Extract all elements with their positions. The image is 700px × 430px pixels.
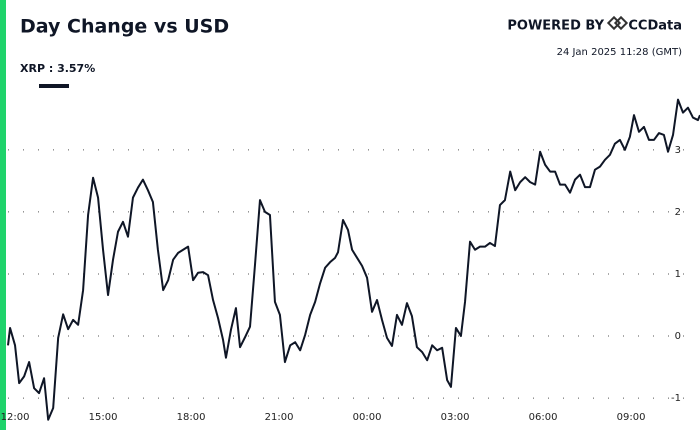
brand: CCData (628, 19, 682, 34)
powered-by: POWERED BY (507, 19, 604, 34)
x-tick-label: 03:00 (441, 412, 470, 423)
y-tick-label: -1 (671, 393, 681, 404)
accent-bar (0, 0, 6, 430)
x-tick-label: 18:00 (177, 412, 206, 423)
x-tick-label: 15:00 (89, 412, 118, 423)
x-tick-label: 12:00 (1, 412, 30, 423)
x-tick-label: 21:00 (265, 412, 294, 423)
x-tick-label: 06:00 (529, 412, 558, 423)
y-tick-label: 1 (675, 269, 681, 280)
series-line (7, 98, 700, 421)
x-tick-label: 00:00 (353, 412, 382, 423)
brand-logo (606, 15, 629, 31)
chart-title: Day Change vs USD (20, 16, 229, 38)
legend-label[interactable]: XRP : 3.57% (20, 62, 95, 75)
y-tick-label: 0 (675, 331, 681, 342)
x-tick-label: 09:00 (617, 412, 646, 423)
y-tick-label: 2 (675, 207, 681, 218)
y-tick-label: 3 (675, 145, 681, 156)
timestamp: 24 Jan 2025 11:28 (GMT) (557, 47, 683, 58)
